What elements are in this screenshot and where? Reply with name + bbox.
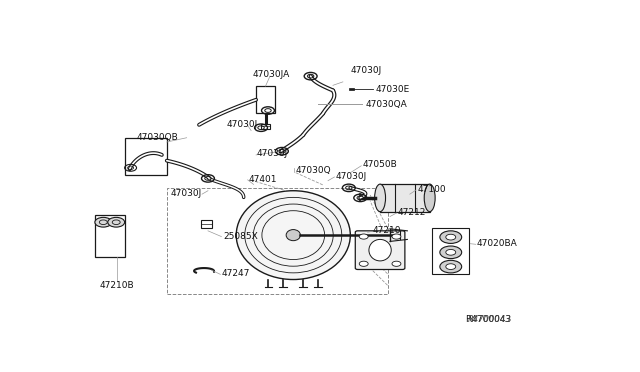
Text: 47100: 47100 xyxy=(417,185,446,194)
Text: 47030J: 47030J xyxy=(350,66,381,75)
Text: 47030Q: 47030Q xyxy=(296,166,332,175)
Circle shape xyxy=(446,264,456,269)
Bar xyxy=(256,86,275,113)
Text: 47030J: 47030J xyxy=(170,189,202,198)
Text: 47050B: 47050B xyxy=(363,160,397,169)
Text: 47401: 47401 xyxy=(249,175,277,184)
Circle shape xyxy=(359,261,368,266)
Circle shape xyxy=(95,217,112,227)
Ellipse shape xyxy=(286,230,300,241)
Text: R4700043: R4700043 xyxy=(465,315,511,324)
Circle shape xyxy=(108,217,125,227)
Text: 47212: 47212 xyxy=(397,208,426,217)
Text: 47030JA: 47030JA xyxy=(252,70,289,79)
FancyBboxPatch shape xyxy=(355,231,405,269)
Bar xyxy=(201,219,212,228)
Bar xyxy=(125,138,167,175)
Circle shape xyxy=(440,246,461,259)
Text: 47210: 47210 xyxy=(372,226,401,235)
Ellipse shape xyxy=(374,184,385,212)
Text: 47030J: 47030J xyxy=(227,121,257,129)
Text: 47030QA: 47030QA xyxy=(365,100,407,109)
Text: 47030E: 47030E xyxy=(375,84,410,93)
Ellipse shape xyxy=(369,240,391,261)
Text: 47210B: 47210B xyxy=(100,281,134,290)
Circle shape xyxy=(440,260,461,273)
Text: 47247: 47247 xyxy=(221,269,250,278)
Bar xyxy=(95,215,125,257)
Circle shape xyxy=(392,261,401,266)
Text: 47020BA: 47020BA xyxy=(477,239,518,248)
Text: 47030QB: 47030QB xyxy=(137,133,179,142)
Bar xyxy=(432,228,469,274)
Text: 25085X: 25085X xyxy=(224,232,259,241)
Ellipse shape xyxy=(424,184,435,212)
Ellipse shape xyxy=(236,191,350,279)
Bar xyxy=(167,188,388,294)
Circle shape xyxy=(446,250,456,255)
Bar xyxy=(260,124,271,129)
Circle shape xyxy=(392,234,401,239)
Circle shape xyxy=(359,234,368,239)
Bar xyxy=(349,87,355,90)
Text: 47030J: 47030J xyxy=(256,149,287,158)
Bar xyxy=(380,184,429,212)
Text: R4700043: R4700043 xyxy=(468,315,511,324)
Text: 47030J: 47030J xyxy=(335,172,367,181)
Circle shape xyxy=(446,234,456,240)
Circle shape xyxy=(440,231,461,243)
